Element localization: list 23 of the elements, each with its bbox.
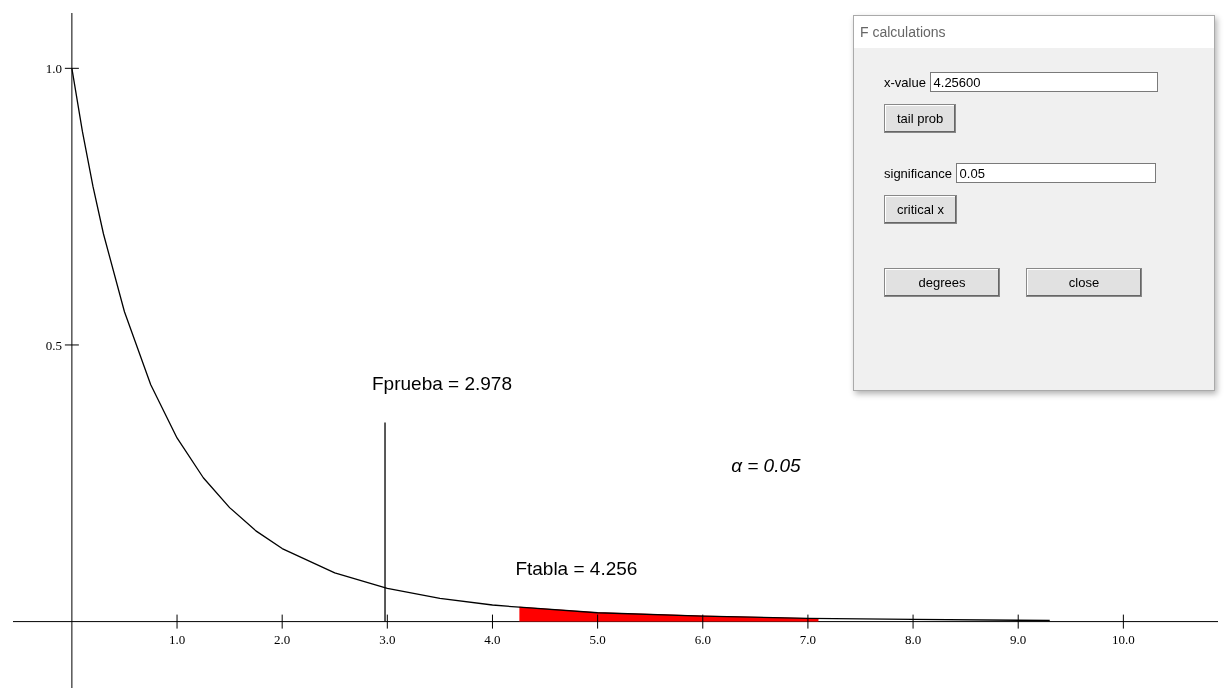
- annotation: 4.25600: [929, 72, 1158, 92]
- x-tick-label: 7.0: [799, 631, 817, 647]
- annotation: close: [1026, 268, 1142, 297]
- annotation: 0.05: [955, 163, 1156, 183]
- x-tick-label: 2.0: [274, 631, 291, 647]
- x-tick-label: 8.0: [904, 631, 922, 647]
- y-tick-label: 0.5: [45, 337, 62, 353]
- x-tick-label: 1.0: [168, 631, 186, 647]
- x-tick-label: 5.0: [589, 631, 606, 647]
- annotation: Ftabla = 4.256: [515, 558, 638, 580]
- text: F calculations: [854, 16, 1214, 48]
- annotation: x-value: [884, 75, 926, 90]
- x-tick-label: 6.0: [694, 631, 711, 647]
- x-tick-label: 4.0: [484, 631, 501, 647]
- annotation: tail prob: [884, 104, 957, 133]
- annotation: significance: [884, 166, 952, 181]
- x-tick-label: 10.0: [1111, 631, 1135, 647]
- x-tick-label: 9.0: [1010, 631, 1027, 647]
- x-tick-label: 3.0: [379, 631, 396, 647]
- annotation: α = 0.05: [731, 455, 802, 477]
- annotation: Fprueba = 2.978: [372, 373, 512, 395]
- annotation: critical x: [884, 195, 957, 224]
- annotation: degrees: [884, 268, 1000, 297]
